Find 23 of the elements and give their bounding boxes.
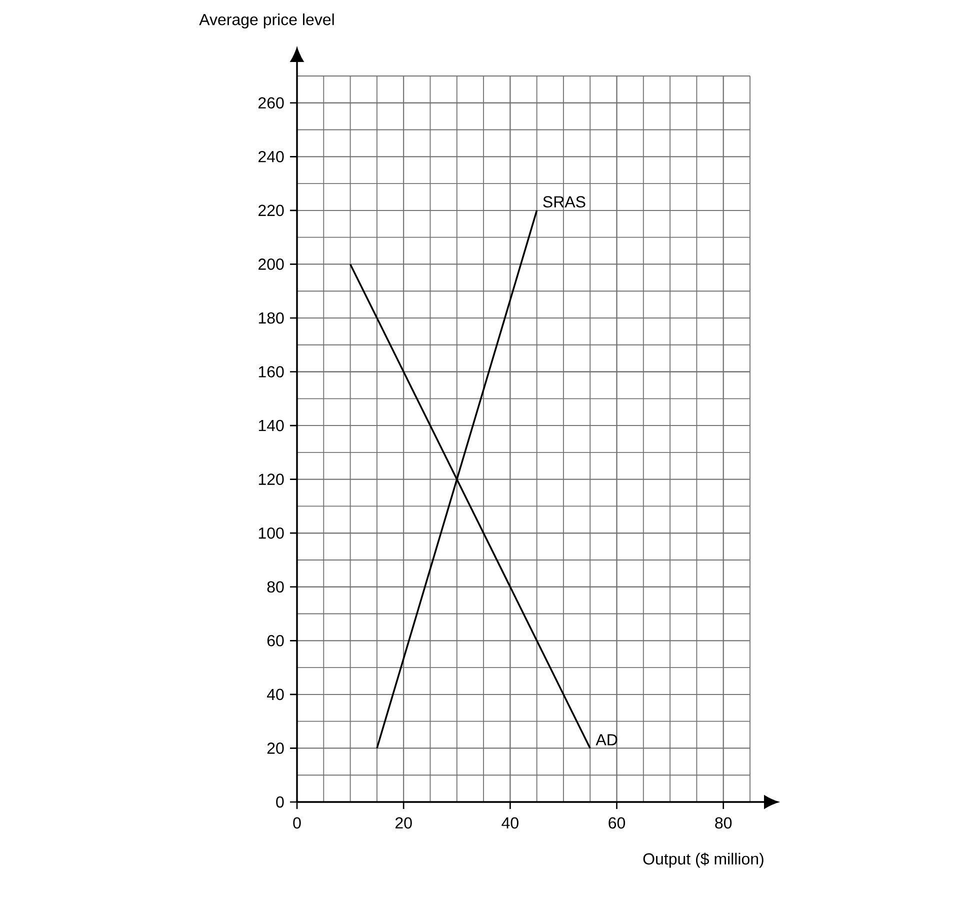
y-tick-label: 260 <box>258 97 284 109</box>
x-axis-title: Output ($ million) <box>643 852 764 868</box>
x-tick-label: 0 <box>293 817 301 829</box>
y-tick-label: 180 <box>258 312 284 324</box>
series-label: AD <box>596 734 618 746</box>
y-tick-label: 80 <box>267 581 284 593</box>
y-tick-label: 100 <box>258 527 284 539</box>
y-tick-label: 220 <box>258 204 284 216</box>
x-tick-label: 60 <box>608 817 626 829</box>
x-tick-label: 40 <box>502 817 518 829</box>
y-tick-label: 240 <box>258 150 284 162</box>
y-tick-label: 120 <box>258 474 284 485</box>
series-label: SRAS <box>543 196 586 208</box>
y-tick-label: 20 <box>267 742 284 754</box>
y-tick-label: 40 <box>266 688 284 700</box>
y-tick-label: 200 <box>258 258 284 270</box>
y-axis-title: Average price level <box>199 13 334 28</box>
y-tick-label: 60 <box>267 634 284 646</box>
y-tick-label: 140 <box>258 420 284 432</box>
y-tick-label: 160 <box>258 366 284 378</box>
x-tick-label: 20 <box>395 817 412 829</box>
x-tick-label: 80 <box>715 817 732 829</box>
y-tick-label: 0 <box>276 796 284 808</box>
